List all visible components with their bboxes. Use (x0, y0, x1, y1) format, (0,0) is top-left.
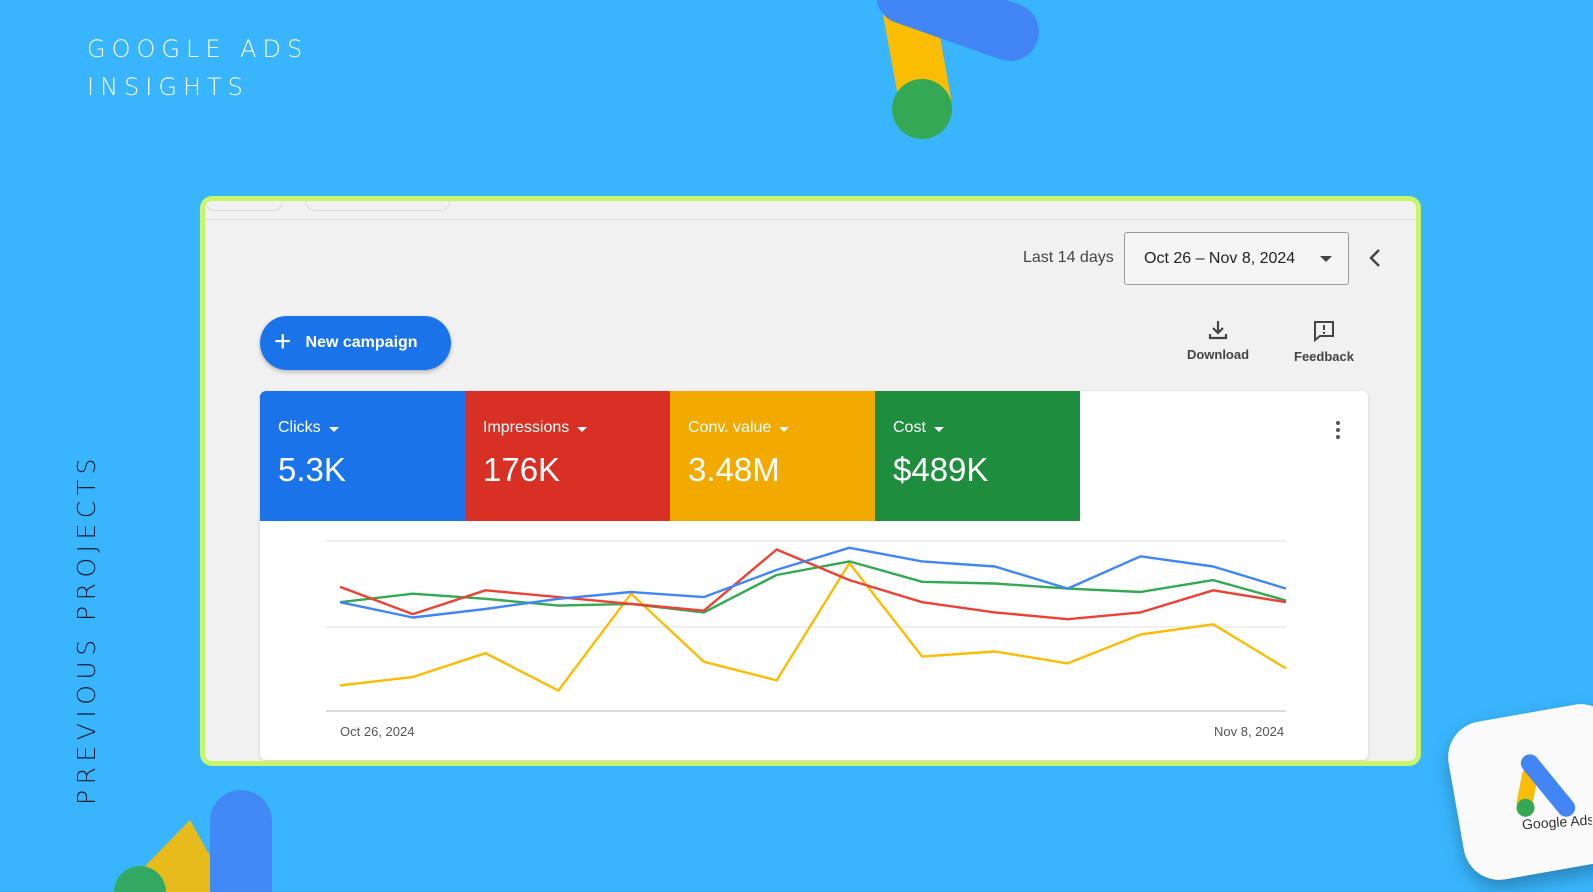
date-range-select[interactable]: Oct 26 – Nov 8, 2024 (1124, 232, 1349, 285)
dropdown-caret-icon (1320, 256, 1332, 262)
download-button[interactable]: Download (1178, 319, 1258, 362)
series-line-2 (339, 560, 1287, 614)
metric-value: $489K (893, 451, 989, 488)
plus-icon: + (274, 324, 292, 358)
google-ads-logo-top-icon (876, 0, 1039, 139)
series-line-3 (339, 561, 1287, 692)
download-label: Download (1186, 347, 1250, 362)
dropdown-caret-icon (779, 426, 790, 432)
download-icon (1208, 321, 1228, 340)
feedback-label: Feedback (1294, 349, 1354, 364)
dropdown-caret-icon (933, 426, 944, 432)
performance-line-chart (326, 540, 1287, 712)
google-ads-logo-bottom-icon (114, 790, 272, 892)
dropdown-caret-icon (328, 426, 339, 432)
metric-label: Cost (893, 419, 926, 436)
metric-value: 3.48M (688, 451, 780, 488)
performance-card: Clicks 5.3K Impressions 176K Conv. value… (260, 391, 1368, 760)
google-ads-badge-logo-icon (1516, 754, 1576, 817)
metric-conv-value[interactable]: Conv. value 3.48M (670, 391, 875, 521)
side-label: PREVIOUS PROJECTS (72, 453, 101, 805)
metric-label: Impressions (483, 419, 570, 436)
feedback-button[interactable]: Feedback (1284, 319, 1364, 364)
x-tick-label-end: Nov 8, 2024 (1214, 724, 1285, 739)
series-line-0 (339, 546, 1287, 619)
metric-cost[interactable]: Cost $489K (875, 391, 1080, 521)
date-range-label: Last 14 days (1023, 249, 1114, 266)
top-tab-stub (205, 201, 283, 211)
more-options-icon[interactable] (1333, 421, 1343, 443)
brand-title: GOOGLE ADS INSIGHTS (87, 35, 309, 101)
new-campaign-label: New campaign (305, 334, 418, 351)
feedback-icon (1314, 321, 1334, 343)
chevron-left-icon[interactable] (1365, 247, 1387, 269)
new-campaign-button[interactable]: + New campaign (260, 316, 451, 370)
dropdown-caret-icon (577, 426, 588, 432)
metric-label: Clicks (278, 419, 321, 436)
metric-value: 176K (483, 451, 561, 488)
x-tick-label-start: Oct 26, 2024 (340, 724, 415, 739)
metric-clicks[interactable]: Clicks 5.3K (260, 391, 465, 521)
metric-value: 5.3K (278, 451, 346, 488)
metric-impressions[interactable]: Impressions 176K (465, 391, 670, 521)
date-range-value: Oct 26 – Nov 8, 2024 (1144, 249, 1296, 267)
top-divider (205, 219, 1416, 220)
google-ads-badge (1442, 698, 1593, 886)
dashboard-screenshot-frame: Last 14 days Oct 26 – Nov 8, 2024 + New … (200, 196, 1421, 766)
metric-label: Conv. value (688, 419, 772, 436)
top-tab-stub (305, 201, 450, 211)
series-line-1 (339, 548, 1287, 621)
